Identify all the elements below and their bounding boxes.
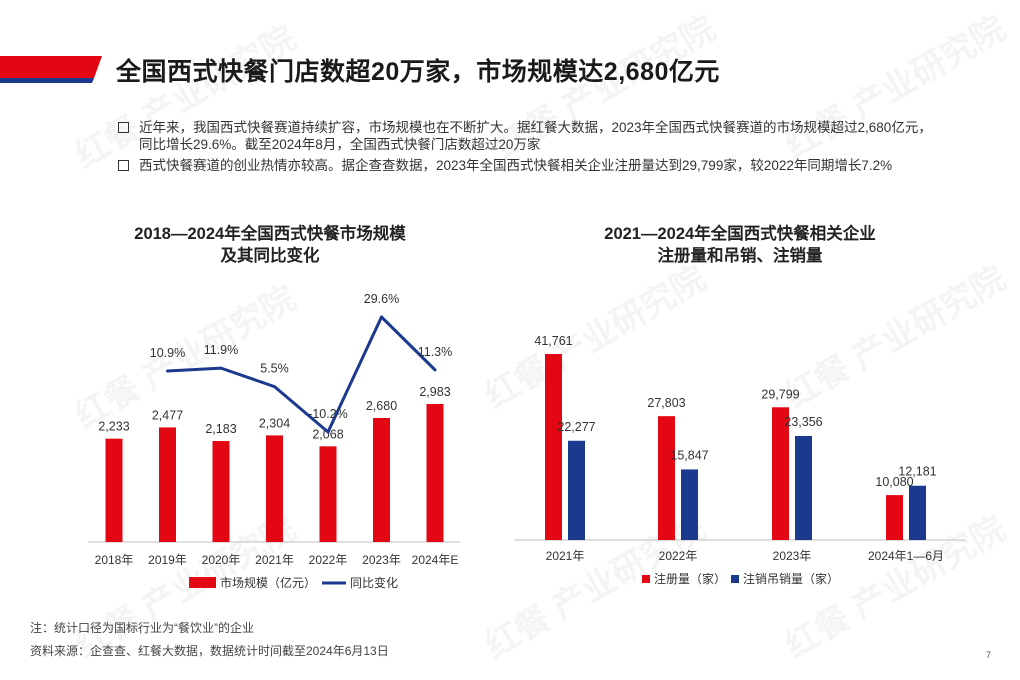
bullet-item: 近年来，我国西式快餐赛道持续扩容，市场规模也在不断扩大。据红餐大数据，2023年… [118, 119, 938, 153]
bar-value-label: 23,356 [784, 415, 822, 429]
legend-swatch-deregistrations [731, 575, 739, 583]
legend-label-registrations: 注册量（家） [654, 571, 726, 586]
bar-value-label: 27,803 [647, 396, 685, 410]
line-value-label: 29.6% [364, 292, 399, 306]
chart1-title: 2018—2024年全国西式快餐市场规模 及其同比变化 [80, 223, 460, 267]
bar-value-label: 2,983 [419, 385, 450, 399]
line-point-yoy [273, 385, 276, 389]
chart2-title-line1: 2021—2024年全国西式快餐相关企业 [604, 225, 876, 243]
chart2-registrations: 41,761 22,277 2021年 27,803 15,847 2022年 29,799… [514, 334, 965, 586]
bar-value-label: 2,183 [205, 422, 236, 436]
line-point-yoy [326, 430, 330, 434]
header-accent-blue [0, 78, 94, 83]
legend-label-yoy: 同比变化 [350, 575, 398, 590]
bar-value-label: 29,799 [761, 387, 799, 401]
x-tick-label: 2021年 [255, 553, 294, 567]
bar-registrations [886, 495, 903, 540]
x-tick-label: 2021年 [546, 549, 585, 563]
bar-value-label: 2,680 [366, 399, 397, 413]
bar-value-label: 41,761 [534, 334, 572, 348]
bar-value-label: 2,068 [312, 427, 343, 441]
line-value-label: 5.5% [260, 362, 289, 376]
x-tick-label: 2024年E [412, 553, 459, 567]
legend-swatch-registrations [642, 575, 650, 583]
chart1-title-line2: 及其同比变化 [220, 247, 320, 265]
checkbox-square-icon [118, 160, 129, 171]
line-value-label: 11.3% [418, 345, 453, 359]
bar-registrations [658, 416, 675, 540]
bar-market-size [212, 441, 230, 542]
bar-value-label: 15,847 [670, 448, 708, 462]
line-value-label: 11.9% [204, 343, 239, 357]
x-tick-label: 2020年 [202, 553, 241, 567]
page-title: 全国西式快餐门店数超20万家，市场规模达2,680亿元 [116, 58, 720, 86]
bar-registrations [545, 354, 562, 540]
x-tick-label: 2023年 [362, 553, 401, 567]
legend-label-market-size: 市场规模（亿元） [220, 575, 316, 590]
x-tick-label: 2024年1—6月 [868, 549, 944, 563]
bar-market-size [159, 427, 176, 542]
bar-market-size [426, 404, 444, 542]
bar-value-label: 2,304 [259, 416, 290, 430]
x-tick-label: 2022年 [309, 553, 348, 567]
bar-deregistrations [681, 469, 698, 540]
bar-market-size [373, 418, 390, 542]
page-number: 7 [986, 650, 992, 660]
checkbox-square-icon [118, 122, 129, 133]
bar-deregistrations [909, 485, 926, 540]
line-value-label: 10.9% [150, 346, 185, 360]
chart2-title-line2: 注册量和吊销、注销量 [657, 247, 823, 265]
bullet-list: 近年来，我国西式快餐赛道持续扩容，市场规模也在不断扩大。据红餐大数据，2023年… [118, 119, 938, 178]
line-value-label: -10.2% [308, 407, 348, 421]
chart1-title-line1: 2018—2024年全国西式快餐市场规模 [134, 225, 406, 243]
bar-deregistrations [795, 435, 812, 540]
bullet-text: 西式快餐赛道的创业热情亦较高。据企查查数据，2023年全国西式快餐相关企业注册量… [139, 158, 893, 173]
bar-market-size [105, 438, 123, 542]
x-tick-label: 2022年 [659, 549, 698, 563]
line-point-yoy [433, 368, 437, 372]
legend-swatch-market-size [189, 577, 216, 588]
bar-registrations [772, 407, 789, 540]
bar-value-label: 2,233 [98, 420, 129, 434]
legend-label-deregistrations: 注销吊销量（家） [743, 571, 839, 586]
chart2-title: 2021—2024年全国西式快餐相关企业 注册量和吊销、注销量 [540, 223, 940, 267]
bar-value-label: 12,181 [898, 465, 936, 479]
bar-value-label: 22,277 [557, 420, 595, 434]
x-tick-label: 2018年 [95, 553, 134, 567]
chart1-market-size: 2,233 2,477 2,183 2,304 2,068 2,680 2,983 2018年… [88, 292, 460, 590]
bar-value-label: 10,080 [875, 475, 913, 489]
line-point-yoy [380, 315, 383, 319]
bar-market-size [266, 435, 283, 542]
header-accent-red [0, 56, 102, 78]
line-point-yoy [166, 369, 169, 373]
line-yoy-change [167, 315, 437, 434]
bullet-text: 近年来，我国西式快餐赛道持续扩容，市场规模也在不断扩大。据红餐大数据，2023年… [139, 120, 932, 152]
source-note: 资料来源：企查查、红餐大数据，数据统计时间截至2024年6月13日 [30, 644, 389, 658]
footnote: 注：统计口径为国标行业为“餐饮业”的企业 [30, 621, 254, 635]
bullet-item: 西式快餐赛道的创业热情亦较高。据企查查数据，2023年全国西式快餐相关企业注册量… [118, 157, 938, 174]
bar-deregistrations [568, 440, 585, 540]
bar-market-size [319, 446, 337, 542]
header-accent-bar [0, 56, 102, 83]
bar-value-label: 2,477 [152, 408, 183, 422]
line-point-yoy [219, 366, 223, 370]
x-tick-label: 2023年 [773, 549, 812, 563]
x-tick-label: 2019年 [148, 553, 187, 567]
